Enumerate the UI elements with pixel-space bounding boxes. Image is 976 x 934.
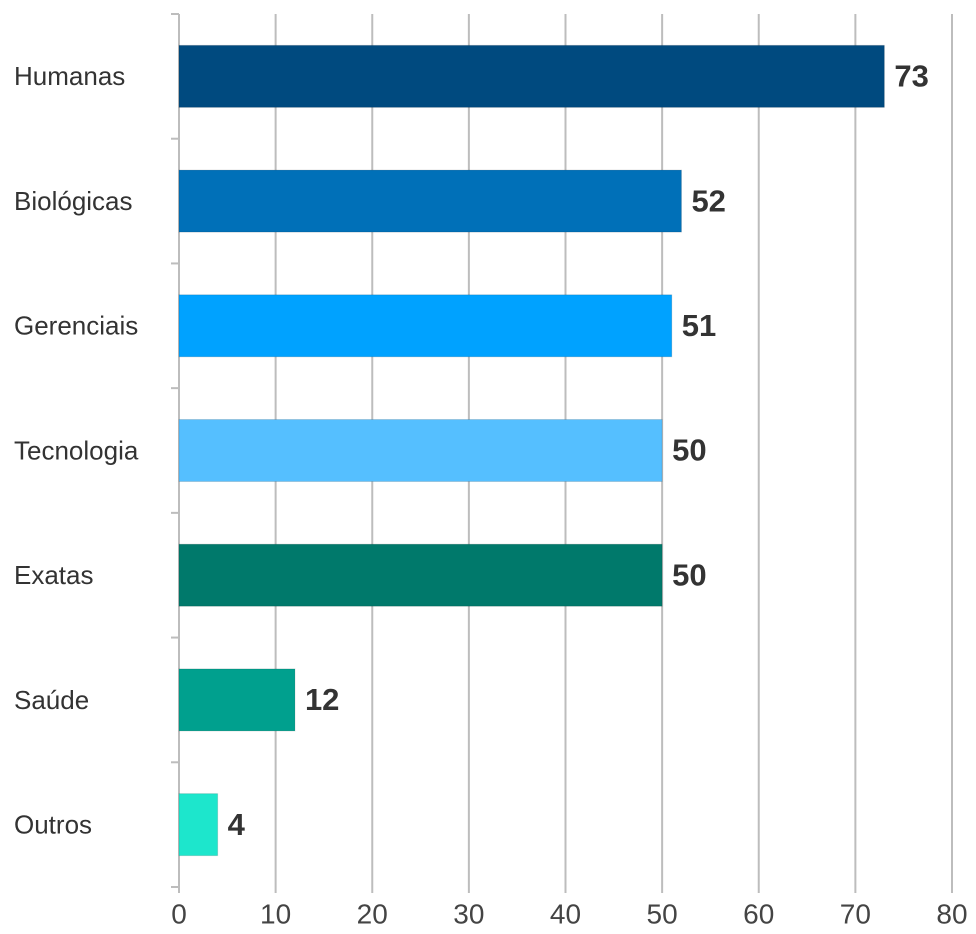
value-label: 4 xyxy=(228,807,246,842)
x-tick-label: 10 xyxy=(260,898,291,929)
value-label: 73 xyxy=(894,59,928,94)
x-tick-label: 70 xyxy=(840,898,871,929)
value-label: 51 xyxy=(682,308,716,343)
bar xyxy=(178,169,682,233)
bar xyxy=(178,294,673,358)
x-tick-label: 60 xyxy=(743,898,774,929)
value-label: 50 xyxy=(672,433,706,468)
x-tick-label: 30 xyxy=(453,898,484,929)
value-label: 50 xyxy=(672,557,706,592)
x-tick-label: 0 xyxy=(171,898,187,929)
category-label: Biológicas xyxy=(14,186,133,216)
bar xyxy=(178,668,296,732)
x-tick-label: 50 xyxy=(647,898,678,929)
category-label: Outros xyxy=(14,810,92,840)
bar xyxy=(178,543,663,607)
bar xyxy=(178,44,885,108)
category-label: Gerenciais xyxy=(14,311,138,341)
category-label: Humanas xyxy=(14,61,125,91)
x-tick-label: 40 xyxy=(550,898,581,929)
x-tick-label: 80 xyxy=(936,898,967,929)
category-label: Exatas xyxy=(14,560,94,590)
value-label: 52 xyxy=(691,183,725,218)
bar xyxy=(178,419,663,482)
category-label: Tecnologia xyxy=(14,435,139,465)
category-label: Saúde xyxy=(14,685,89,715)
bar xyxy=(178,793,219,857)
value-label: 12 xyxy=(305,682,339,717)
x-tick-label: 20 xyxy=(357,898,388,929)
